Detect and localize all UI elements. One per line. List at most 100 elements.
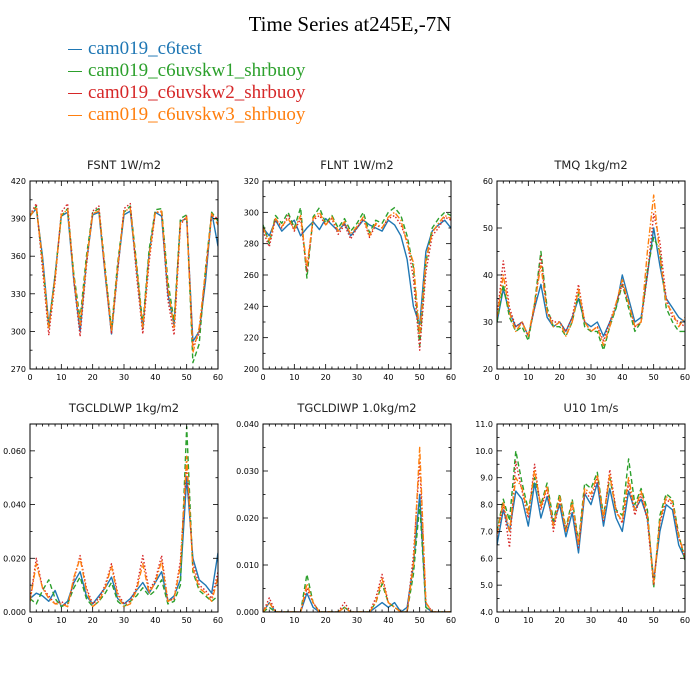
y-tick-label: 220: [244, 334, 259, 343]
x-tick-label: 50: [415, 616, 425, 625]
x-tick-label: 60: [213, 373, 223, 382]
x-tick-label: 30: [119, 616, 129, 625]
x-tick-label: 0: [27, 616, 32, 625]
legend-swatch: [68, 49, 82, 51]
series-line: [497, 450, 685, 589]
x-tick-label: 20: [555, 616, 565, 625]
x-tick-label: 50: [649, 373, 659, 382]
x-tick-label: 20: [88, 616, 98, 625]
legend-swatch: [68, 71, 82, 73]
y-tick-label: 60: [483, 177, 493, 186]
y-tick-label: 5.0: [480, 581, 493, 590]
plot-frame: [496, 423, 686, 613]
plot-frame: [496, 180, 686, 370]
chart-panel: U10 1m/s 0 10 20 30 40 50 60 4.0 5.0 6.0 7.0 8.0 9.0 1…: [475, 401, 690, 625]
y-tick-label: 270: [11, 365, 26, 374]
x-tick-label: 0: [260, 373, 265, 382]
y-tick-label: 10.0: [475, 447, 493, 456]
legend-label: cam019_c6test: [88, 38, 202, 59]
chart-title: TMQ 1kg/m2: [553, 158, 627, 172]
series-line: [30, 463, 218, 608]
y-tick-label: 6.0: [480, 554, 493, 563]
chart-panel: TGCLDLWP 1kg/m2 0 10 20 30 40 50 60 0.000 0.020 0.…: [3, 401, 223, 625]
x-tick-label: 50: [415, 373, 425, 382]
y-tick-label: 300: [11, 327, 26, 336]
x-tick-label: 40: [150, 373, 160, 382]
y-tick-label: 390: [11, 215, 26, 224]
y-tick-label: 20: [483, 365, 493, 374]
x-tick-label: 0: [494, 373, 499, 382]
series-line: [497, 194, 685, 347]
x-tick-label: 20: [88, 373, 98, 382]
y-tick-label: 0.020: [236, 514, 259, 523]
x-tick-label: 10: [523, 373, 533, 382]
x-tick-label: 60: [680, 616, 690, 625]
x-tick-label: 40: [150, 616, 160, 625]
y-tick-label: 4.0: [480, 608, 493, 617]
y-tick-label: 8.0: [480, 501, 493, 510]
x-tick-label: 30: [352, 616, 362, 625]
chart-panel: TGCLDIWP 1.0kg/m2 0 10 20 30 40 50 60 0.000 0.010…: [236, 401, 456, 625]
legend-label: cam019_c6uvskw1_shrbuoy: [88, 60, 306, 81]
x-tick-label: 20: [555, 373, 565, 382]
y-tick-label: 0.030: [236, 467, 259, 476]
legend-item: cam019_c6uvskw3_shrbuoy: [68, 104, 305, 126]
plot-frame: [262, 423, 452, 613]
legend-swatch: [68, 93, 82, 95]
x-tick-label: 30: [586, 616, 596, 625]
y-tick-label: 0.060: [3, 447, 26, 456]
series-line: [30, 455, 218, 608]
series-line: [30, 202, 218, 348]
x-tick-label: 40: [617, 616, 627, 625]
y-tick-label: 200: [244, 365, 259, 374]
chart-panel: FSNT 1W/m2 0 10 20 30 40 50 60 270 300 330 360 390 42…: [11, 158, 223, 382]
x-tick-label: 0: [27, 373, 32, 382]
x-tick-label: 10: [56, 616, 66, 625]
series-line: [263, 211, 451, 336]
legend-item: cam019_c6uvskw1_shrbuoy: [68, 60, 305, 82]
y-tick-label: 240: [244, 302, 259, 311]
y-tick-label: 280: [244, 240, 259, 249]
x-tick-label: 20: [321, 373, 331, 382]
x-tick-label: 10: [289, 616, 299, 625]
y-tick-label: 0.000: [236, 608, 259, 617]
x-tick-label: 30: [352, 373, 362, 382]
legend-label: cam019_c6uvskw2_shrbuoy: [88, 82, 306, 103]
figure-title: Time Series at245E,-7N: [248, 12, 452, 36]
chart-panel: FLNT 1W/m2 0 10 20 30 40 50 60 200 220 240 260 280 30…: [244, 158, 456, 382]
chart-title: TGCLDLWP 1kg/m2: [68, 401, 179, 415]
y-tick-label: 40: [483, 271, 493, 280]
chart-title: U10 1m/s: [563, 401, 618, 415]
series-line: [263, 493, 451, 612]
x-tick-label: 50: [182, 616, 192, 625]
chart-title: TGCLDIWP 1.0kg/m2: [296, 401, 416, 415]
legend-item: cam019_c6test: [68, 38, 305, 60]
x-tick-label: 40: [383, 373, 393, 382]
legend-swatch: [68, 115, 82, 117]
x-tick-label: 20: [321, 616, 331, 625]
y-tick-label: 11.0: [475, 420, 493, 429]
y-tick-label: 320: [244, 177, 259, 186]
x-tick-label: 50: [182, 373, 192, 382]
y-tick-label: 50: [483, 224, 493, 233]
legend-item: cam019_c6uvskw2_shrbuoy: [68, 82, 305, 104]
y-tick-label: 9.0: [480, 474, 493, 483]
y-tick-label: 0.040: [236, 420, 259, 429]
y-tick-label: 0.000: [3, 608, 26, 617]
series-line: [263, 217, 451, 326]
series-line: [497, 460, 685, 586]
y-tick-label: 420: [11, 177, 26, 186]
chart-title: FLNT 1W/m2: [320, 158, 393, 172]
x-tick-label: 60: [213, 616, 223, 625]
x-tick-label: 40: [383, 616, 393, 625]
y-tick-label: 360: [11, 252, 26, 261]
y-tick-label: 300: [244, 208, 259, 217]
series-line: [497, 236, 685, 351]
x-tick-label: 60: [446, 616, 456, 625]
series-line: [30, 206, 218, 354]
legend-label: cam019_c6uvskw3_shrbuoy: [88, 104, 306, 125]
y-tick-label: 7.0: [480, 527, 493, 536]
series-line: [263, 214, 451, 351]
series-line: [263, 446, 451, 612]
